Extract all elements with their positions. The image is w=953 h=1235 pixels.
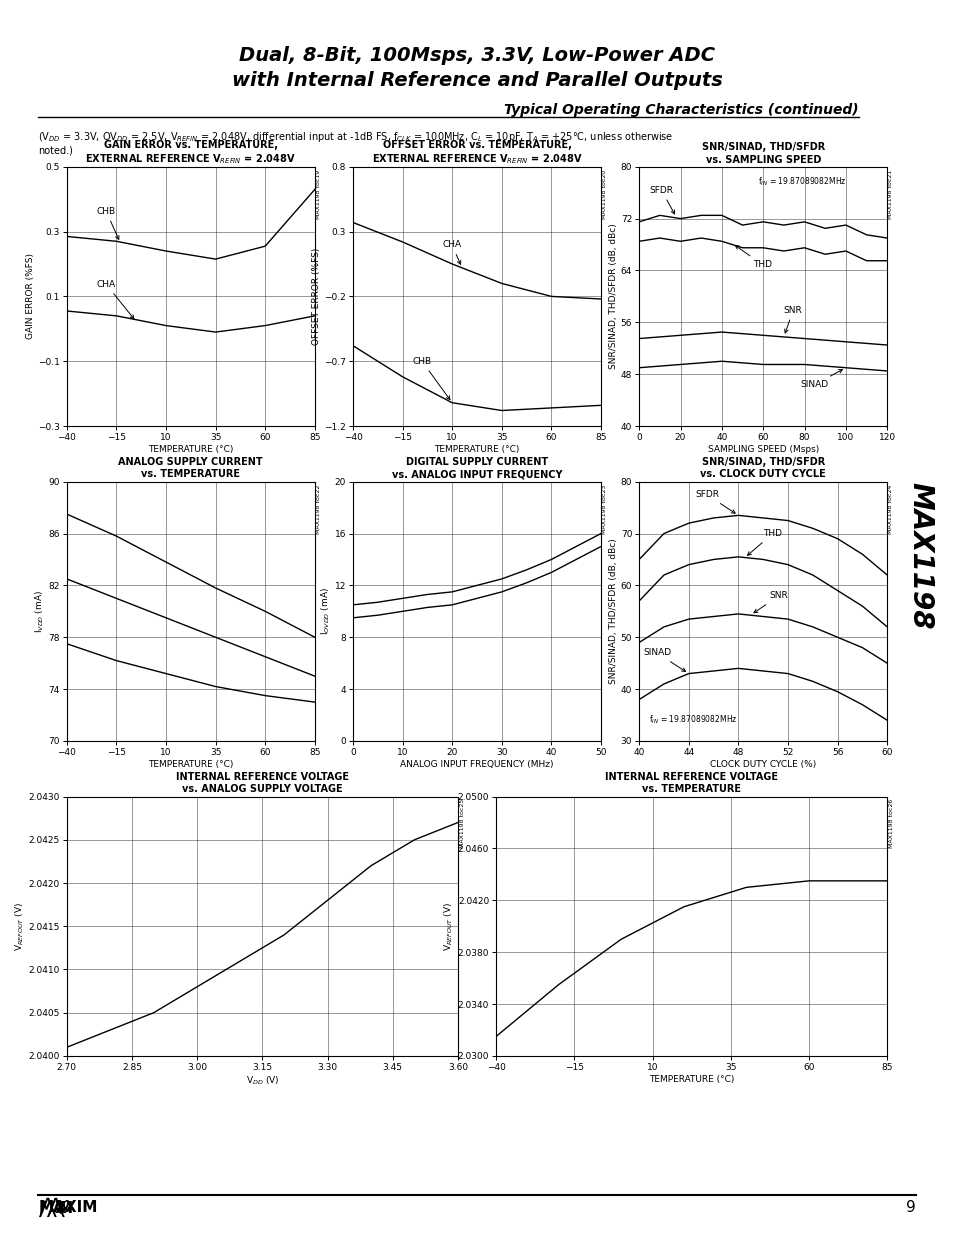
Y-axis label: I$_{OVDD}$ (mA): I$_{OVDD}$ (mA) [319,588,332,635]
Text: with Internal Reference and Parallel Outputs: with Internal Reference and Parallel Out… [232,70,721,90]
Text: $\mathbf{/\!\!\!\bigwedge\!\!\!/\!\!\!\bigwedge\!\!\!I\!\!\!X\!\!\!/\!\!\!M}$: $\mathbf{/\!\!\!\bigwedge\!\!\!/\!\!\!\b… [38,1197,73,1219]
Text: MAX1198 toc26: MAX1198 toc26 [888,799,893,848]
Text: SNR: SNR [783,305,801,333]
Text: CHB: CHB [412,357,450,400]
Y-axis label: GAIN ERROR (%FS): GAIN ERROR (%FS) [26,253,35,340]
Text: MAX1198 toc23: MAX1198 toc23 [601,484,607,534]
Y-axis label: I$_{VDD}$ (mA): I$_{VDD}$ (mA) [33,590,46,632]
Text: SNR: SNR [753,592,787,613]
Title: SNR/SINAD, THD/SFDR
vs. SAMPLING SPEED: SNR/SINAD, THD/SFDR vs. SAMPLING SPEED [700,142,824,164]
X-axis label: TEMPERATURE (°C): TEMPERATURE (°C) [148,445,233,453]
Y-axis label: SNR/SINAD, THD/SFDR (dB, dBc): SNR/SINAD, THD/SFDR (dB, dBc) [608,224,618,369]
Text: MAX1198 toc22: MAX1198 toc22 [315,484,321,534]
Text: THD: THD [747,529,781,556]
Text: MAXIM: MAXIM [38,1200,97,1215]
Text: THD: THD [735,246,771,269]
Text: (V$_{DD}$ = 3.3V, OV$_{DD}$ = 2.5V, V$_{REFIN}$ = 2.048V, differential input at : (V$_{DD}$ = 3.3V, OV$_{DD}$ = 2.5V, V$_{… [38,130,673,143]
X-axis label: CLOCK DUTY CYCLE (%): CLOCK DUTY CYCLE (%) [709,760,816,768]
Text: SINAD: SINAD [642,648,685,672]
Text: SINAD: SINAD [800,369,841,389]
Text: CHB: CHB [96,206,119,240]
Title: GAIN ERROR vs. TEMPERATURE,
EXTERNAL REFERENCE V$_{REFIN}$ = 2.048V: GAIN ERROR vs. TEMPERATURE, EXTERNAL REF… [86,140,295,167]
Text: CHA: CHA [96,279,133,319]
Text: Typical Operating Characteristics (continued): Typical Operating Characteristics (conti… [503,104,858,117]
X-axis label: V$_{DD}$ (V): V$_{DD}$ (V) [245,1074,279,1087]
X-axis label: ANALOG INPUT FREQUENCY (MHz): ANALOG INPUT FREQUENCY (MHz) [400,760,553,768]
Text: CHA: CHA [442,240,461,264]
X-axis label: TEMPERATURE (°C): TEMPERATURE (°C) [434,445,519,453]
X-axis label: TEMPERATURE (°C): TEMPERATURE (°C) [648,1074,734,1083]
Text: MAX1198 toc19: MAX1198 toc19 [315,169,321,219]
Text: SFDR: SFDR [695,490,735,514]
Text: MAX1198 toc20: MAX1198 toc20 [601,169,607,219]
Title: SNR/SINAD, THD/SFDR
vs. CLOCK DUTY CYCLE: SNR/SINAD, THD/SFDR vs. CLOCK DUTY CYCLE [700,457,825,479]
Title: DIGITAL SUPPLY CURRENT
vs. ANALOG INPUT FREQUENCY: DIGITAL SUPPLY CURRENT vs. ANALOG INPUT … [392,457,561,479]
Title: INTERNAL REFERENCE VOLTAGE
vs. TEMPERATURE: INTERNAL REFERENCE VOLTAGE vs. TEMPERATU… [604,772,778,794]
Text: noted.): noted.) [38,146,73,156]
Title: INTERNAL REFERENCE VOLTAGE
vs. ANALOG SUPPLY VOLTAGE: INTERNAL REFERENCE VOLTAGE vs. ANALOG SU… [175,772,349,794]
Title: OFFSET ERROR vs. TEMPERATURE,
EXTERNAL REFERENCE V$_{REFIN}$ = 2.048V: OFFSET ERROR vs. TEMPERATURE, EXTERNAL R… [372,140,581,167]
X-axis label: TEMPERATURE (°C): TEMPERATURE (°C) [148,760,233,768]
Text: MAX1198 toc25: MAX1198 toc25 [459,799,464,848]
Text: MAX1198 toc24: MAX1198 toc24 [887,484,893,534]
Text: f$_{IN}$ = 19.87089082MHz: f$_{IN}$ = 19.87089082MHz [648,714,737,726]
Text: MAX1198: MAX1198 [905,482,934,630]
X-axis label: SAMPLING SPEED (Msps): SAMPLING SPEED (Msps) [707,445,818,453]
Y-axis label: OFFSET ERROR (%FS): OFFSET ERROR (%FS) [312,248,321,345]
Y-axis label: V$_{REFOUT}$ (V): V$_{REFOUT}$ (V) [13,902,26,951]
Text: 9: 9 [905,1200,915,1215]
Title: ANALOG SUPPLY CURRENT
vs. TEMPERATURE: ANALOG SUPPLY CURRENT vs. TEMPERATURE [118,457,263,479]
Text: f$_{IN}$ = 19.87089082MHz: f$_{IN}$ = 19.87089082MHz [758,175,846,189]
Y-axis label: V$_{REFOUT}$ (V): V$_{REFOUT}$ (V) [442,902,455,951]
Text: SFDR: SFDR [649,185,674,214]
Text: MAX1198 toc21: MAX1198 toc21 [887,169,893,219]
Y-axis label: SNR/SINAD, THD/SFDR (dB, dBc): SNR/SINAD, THD/SFDR (dB, dBc) [608,538,618,684]
Text: Dual, 8-Bit, 100Msps, 3.3V, Low-Power ADC: Dual, 8-Bit, 100Msps, 3.3V, Low-Power AD… [239,46,714,65]
